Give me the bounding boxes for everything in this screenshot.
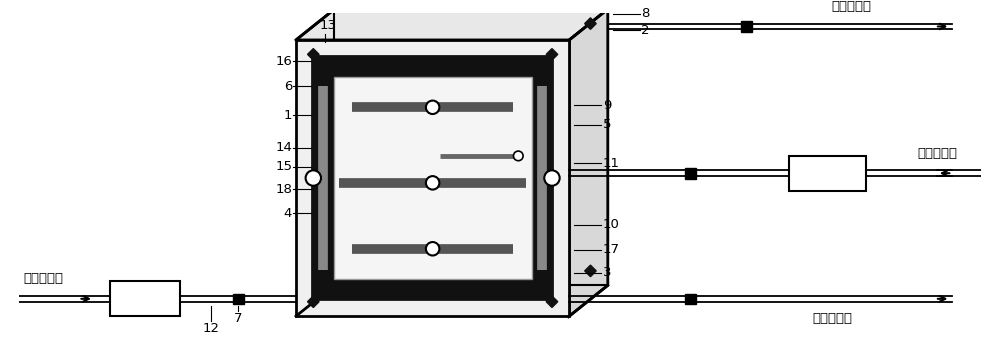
Text: 6: 6 [284, 80, 292, 93]
Text: 3: 3 [603, 266, 611, 279]
Circle shape [426, 242, 439, 256]
Polygon shape [308, 49, 319, 60]
Text: 14: 14 [275, 141, 292, 154]
Polygon shape [308, 296, 319, 307]
Text: 5: 5 [603, 118, 611, 131]
Text: 10: 10 [603, 218, 620, 231]
Text: 阳极室进水: 阳极室进水 [918, 147, 958, 160]
Text: 阴极室出水: 阴极室出水 [831, 0, 871, 13]
Text: 16: 16 [275, 55, 292, 68]
Text: 15: 15 [275, 160, 292, 174]
Bar [334, 9, 608, 285]
Bar [110, 282, 180, 316]
Polygon shape [546, 49, 558, 60]
Circle shape [426, 176, 439, 190]
Bar [741, 21, 752, 32]
Polygon shape [546, 296, 558, 307]
Text: 18: 18 [275, 183, 292, 196]
Bar [685, 168, 696, 178]
Text: 12: 12 [203, 322, 220, 335]
Bar [334, 78, 532, 279]
Bar [325, 69, 540, 287]
Polygon shape [569, 9, 608, 316]
Text: 4: 4 [284, 207, 292, 220]
Polygon shape [585, 265, 596, 277]
Bar [789, 156, 866, 190]
Text: 11: 11 [603, 157, 620, 170]
Circle shape [306, 170, 321, 186]
Text: 2: 2 [641, 24, 650, 37]
Text: 1: 1 [284, 109, 292, 121]
Text: 阳极室出水: 阳极室出水 [812, 312, 852, 325]
Text: 13: 13 [320, 19, 337, 32]
Bar [233, 294, 244, 304]
Circle shape [513, 151, 523, 161]
Circle shape [544, 170, 560, 186]
Text: 7: 7 [234, 312, 242, 325]
Circle shape [426, 101, 439, 114]
Text: 17: 17 [603, 243, 620, 256]
Polygon shape [585, 18, 596, 29]
Bar [296, 40, 569, 316]
Text: 9: 9 [603, 99, 611, 112]
Polygon shape [296, 9, 608, 40]
Text: 8: 8 [641, 8, 650, 20]
Text: 阴极室进水: 阴极室进水 [24, 272, 64, 285]
Bar [685, 294, 696, 304]
